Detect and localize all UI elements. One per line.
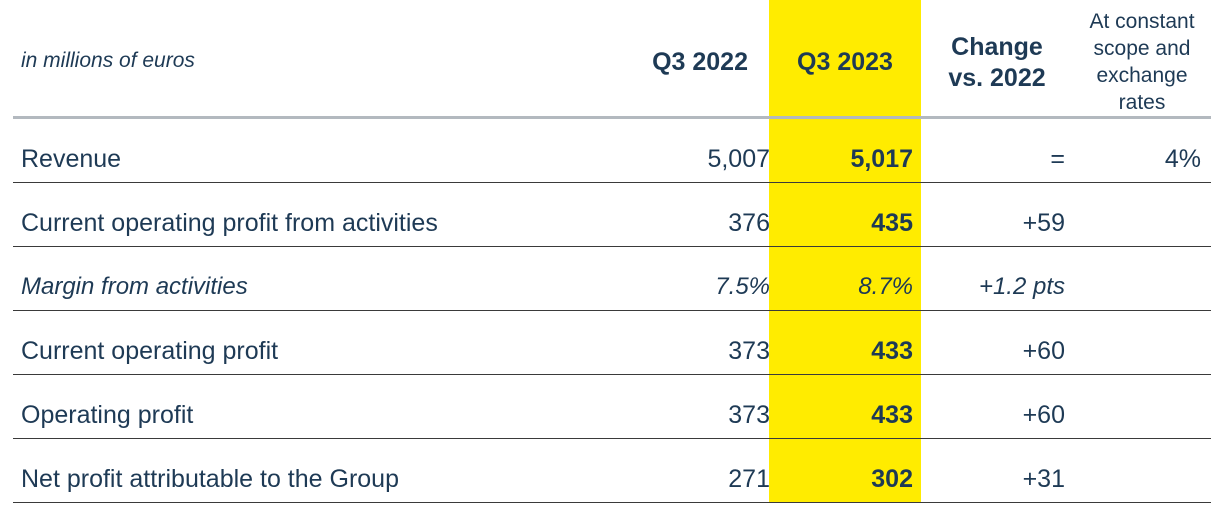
row-divider xyxy=(13,502,1211,503)
row-divider xyxy=(13,374,1211,375)
value-constant-scope xyxy=(1073,375,1201,438)
value-constant-scope xyxy=(1073,247,1201,310)
column-header-q3-2022: Q3 2022 xyxy=(652,48,748,76)
table-row: Current operating profit 373 433 +60 xyxy=(13,311,1211,375)
value-change: +60 xyxy=(1022,401,1065,429)
column-header-constant-line1: At constant xyxy=(1089,10,1195,33)
value-change: +60 xyxy=(1022,337,1065,365)
value-constant-scope xyxy=(1073,311,1201,374)
value-constant-scope xyxy=(1073,183,1201,246)
column-header-change-line2: vs. 2022 xyxy=(948,64,1046,92)
value-q3-2023: 302 xyxy=(871,465,913,493)
column-header-q3-2023: Q3 2023 xyxy=(797,48,893,76)
column-header-constant-line3: exchange xyxy=(1096,64,1188,87)
column-header-constant-line2: scope and xyxy=(1093,37,1191,60)
value-q3-2022: 7.5% xyxy=(715,273,770,300)
column-header-constant-line4: rates xyxy=(1118,91,1166,114)
value-q3-2022: 373 xyxy=(728,401,770,429)
row-divider xyxy=(13,310,1211,311)
value-q3-2022: 376 xyxy=(728,209,770,237)
row-label: Margin from activities xyxy=(21,273,248,300)
value-q3-2022: 5,007 xyxy=(707,145,770,173)
row-label: Current operating profit xyxy=(21,337,279,365)
table-row: Margin from activities 7.5% 8.7% +1.2 pt… xyxy=(13,247,1211,311)
row-label: Operating profit xyxy=(21,401,194,429)
value-q3-2023: 435 xyxy=(871,209,913,237)
value-change: +59 xyxy=(1022,209,1065,237)
value-q3-2023: 433 xyxy=(871,337,913,365)
column-header-change-line1: Change xyxy=(951,33,1043,61)
table-row: Current operating profit from activities… xyxy=(13,183,1211,247)
table-row: Net profit attributable to the Group 271… xyxy=(13,439,1211,503)
value-q3-2023: 5,017 xyxy=(850,145,913,173)
unit-label: in millions of euros xyxy=(21,49,195,72)
value-q3-2022: 373 xyxy=(728,337,770,365)
row-divider xyxy=(13,182,1211,183)
value-constant-scope xyxy=(1073,439,1201,502)
value-change: = xyxy=(1050,145,1065,173)
value-change: +31 xyxy=(1022,465,1065,493)
table-header: in millions of euros Q3 2022 Q3 2023 Cha… xyxy=(0,0,1211,117)
table-row: Revenue 5,007 5,017 = 4% xyxy=(13,119,1211,183)
value-q3-2023: 8.7% xyxy=(858,273,913,300)
row-divider xyxy=(13,246,1211,247)
value-constant-scope: 4% xyxy=(1164,145,1201,173)
row-label: Net profit attributable to the Group xyxy=(21,465,399,493)
value-q3-2022: 271 xyxy=(728,465,770,493)
value-q3-2023: 433 xyxy=(871,401,913,429)
row-label: Current operating profit from activities xyxy=(21,209,438,237)
column-header-change: Change vs. 2022 xyxy=(921,32,1073,94)
column-header-constant-scope: At constant scope and exchange rates xyxy=(1073,8,1211,116)
header-divider xyxy=(13,116,1211,119)
value-change: +1.2 pts xyxy=(978,273,1065,300)
row-divider xyxy=(13,438,1211,439)
row-label: Revenue xyxy=(21,145,122,173)
q3-2023-highlight xyxy=(769,0,921,502)
table-row: Operating profit 373 433 +60 xyxy=(13,375,1211,439)
